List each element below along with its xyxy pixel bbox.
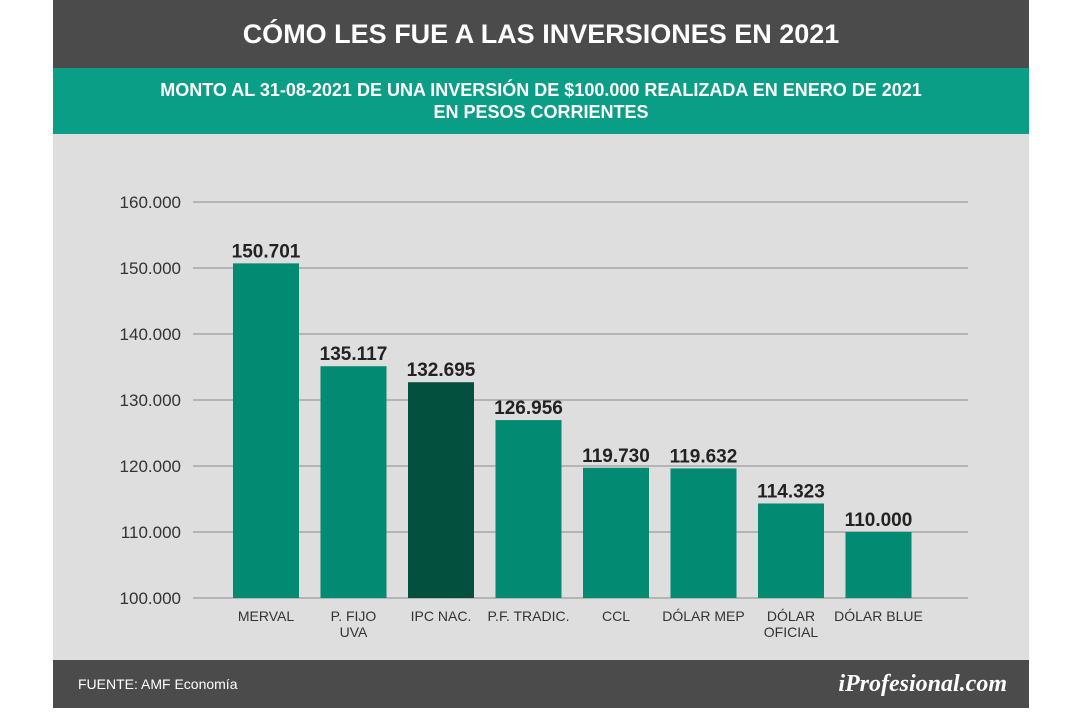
y-tick-label: 100.000 [120, 589, 181, 608]
infographic-card: CÓMO LES FUE A LAS INVERSIONES EN 2021 M… [53, 0, 1029, 708]
x-tick-label: UVA [340, 624, 368, 640]
subtitle-line-1: MONTO AL 31-08-2021 DE UNA INVERSIÓN DE … [160, 80, 922, 100]
footer-bar: FUENTE: AMF Economía iProfesional.com [53, 660, 1029, 708]
y-tick-label: 160.000 [120, 193, 181, 212]
x-tick-label: DÓLAR [767, 608, 815, 624]
x-tick-label: IPC NAC. [411, 608, 472, 624]
data-label: 126.956 [494, 398, 563, 419]
x-tick-label: OFICIAL [764, 624, 819, 640]
y-tick-label: 130.000 [120, 391, 181, 410]
data-label: 114.323 [757, 481, 825, 502]
bar [583, 467, 649, 598]
chart-title: CÓMO LES FUE A LAS INVERSIONES EN 2021 [53, 0, 1029, 68]
data-label: 119.632 [670, 446, 738, 467]
chart-subtitle: MONTO AL 31-08-2021 DE UNA INVERSIÓN DE … [53, 68, 1029, 134]
brand-logo: iProfesional.com [838, 671, 1007, 697]
x-tick-label: DÓLAR MEP [662, 608, 744, 624]
bar [670, 468, 737, 598]
x-tick-label: MERVAL [238, 608, 294, 624]
bar [758, 503, 824, 598]
bar [233, 263, 299, 598]
y-tick-label: 120.000 [120, 457, 181, 476]
y-tick-label: 150.000 [120, 259, 181, 278]
x-tick-label: CCL [602, 608, 630, 624]
x-tick-label: P. FIJO [331, 608, 377, 624]
data-label: 119.730 [582, 446, 650, 467]
bar [408, 382, 474, 598]
x-tick-label: P.F. TRADIC. [488, 608, 570, 624]
y-tick-label: 110.000 [121, 523, 181, 542]
subtitle-line-2: EN PESOS CORRIENTES [433, 102, 649, 122]
x-tick-label: DÓLAR BLUE [834, 608, 923, 624]
bar [495, 420, 562, 598]
y-tick-label: 140.000 [120, 325, 181, 344]
data-label: 110.000 [845, 510, 913, 531]
data-label: 150.701 [232, 241, 301, 262]
bar [320, 366, 387, 598]
data-label: 132.695 [407, 360, 476, 381]
data-label: 135.117 [320, 344, 388, 365]
bar-chart: 100.000 110.000 120.000 130.000 140.000 150.0… [120, 193, 968, 640]
source-note: FUENTE: AMF Economía [78, 676, 238, 692]
bar [845, 532, 912, 598]
